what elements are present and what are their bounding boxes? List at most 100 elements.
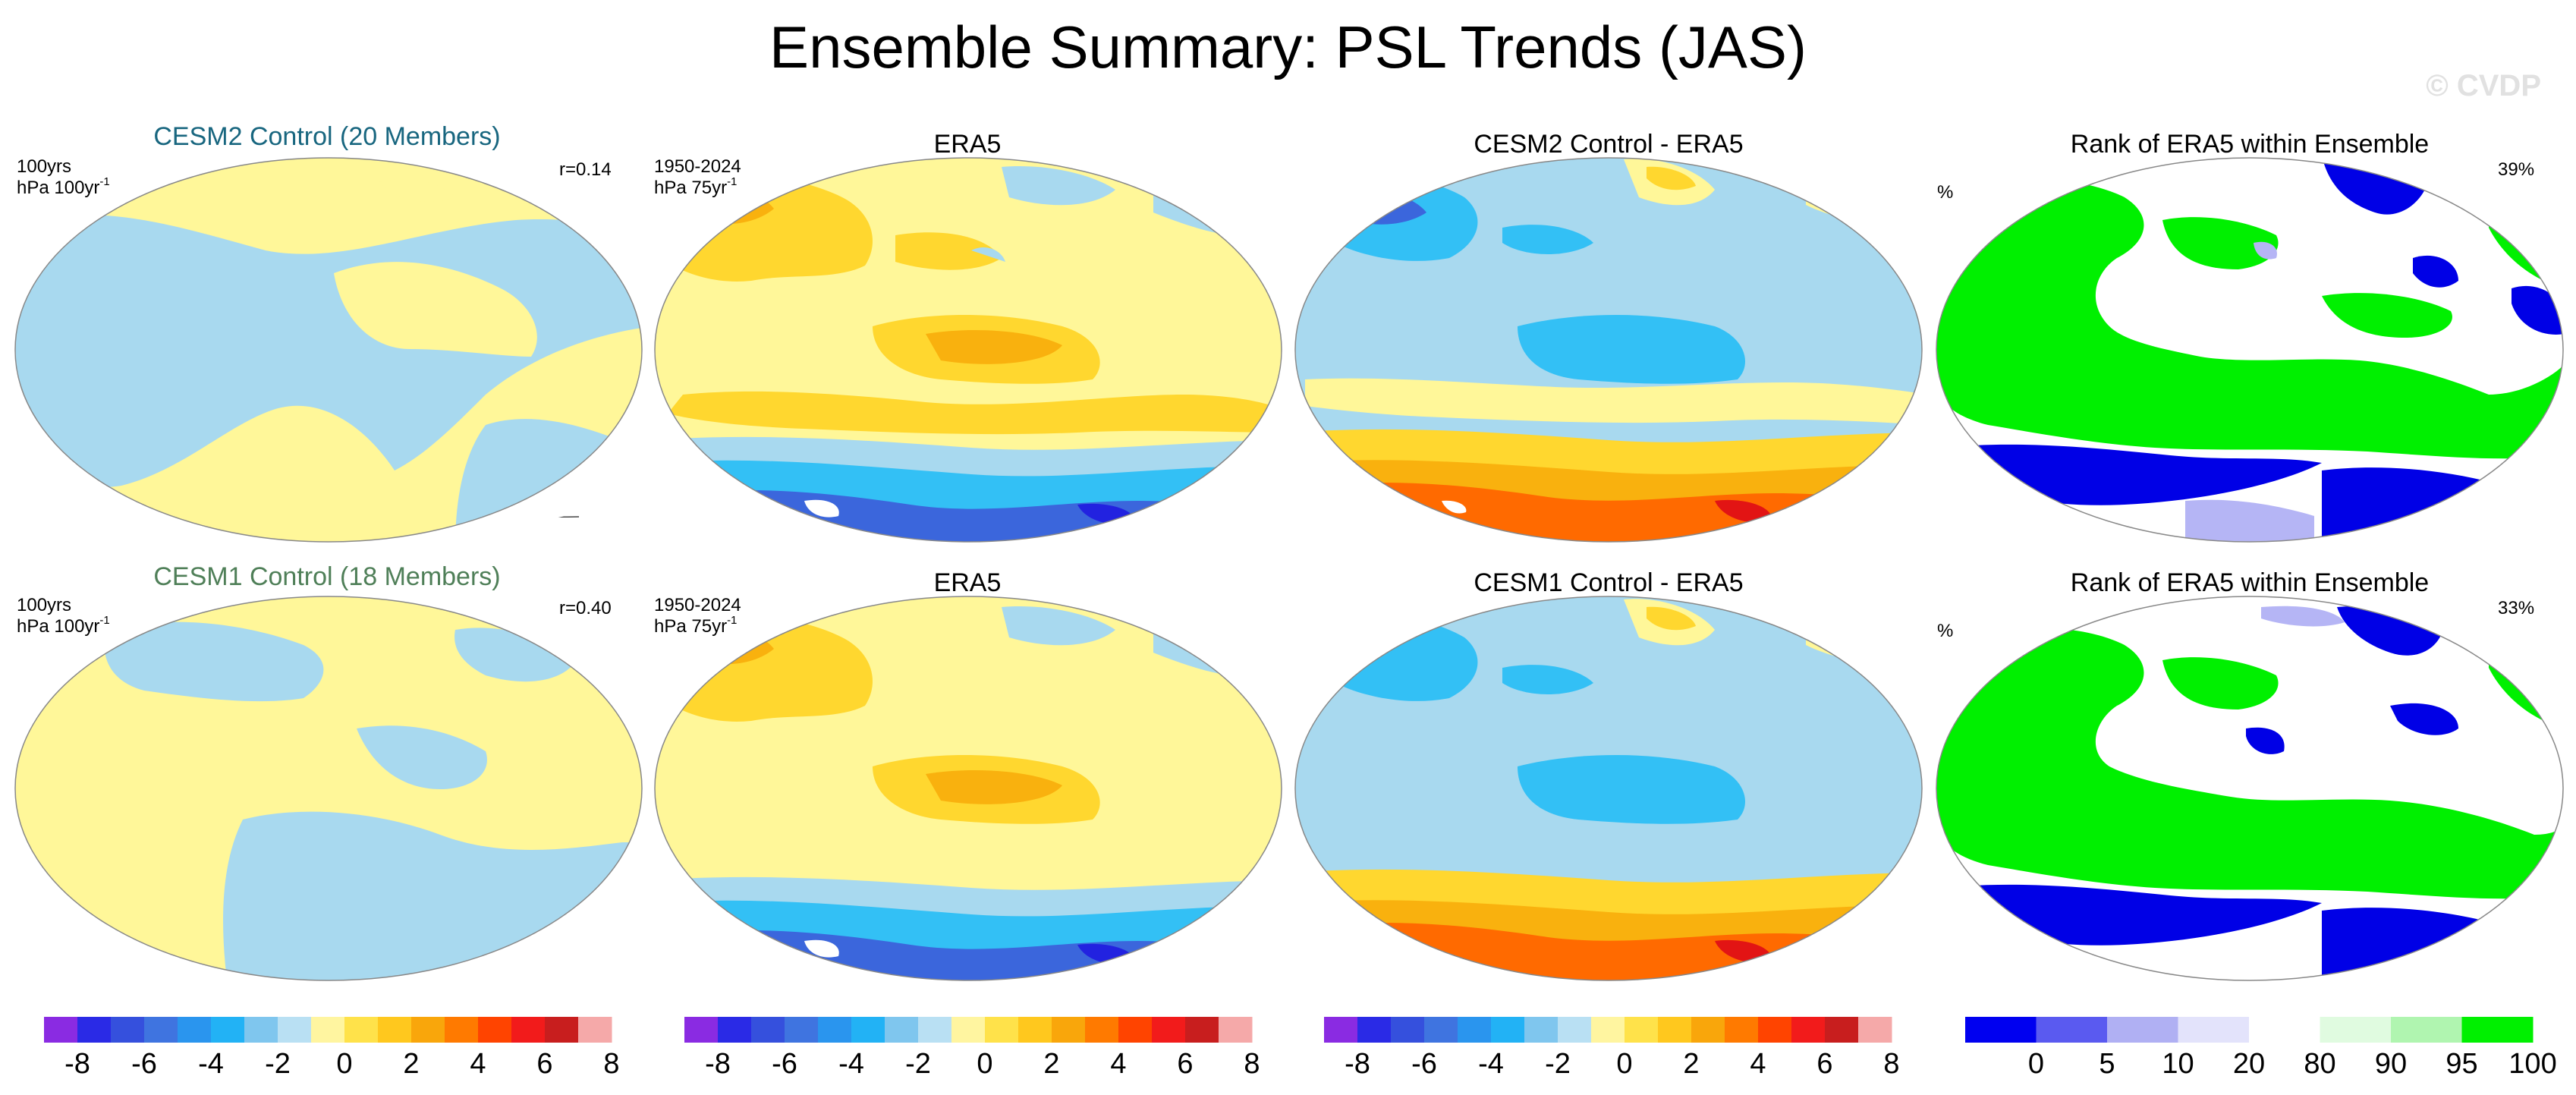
colorbar-swatch: [144, 1017, 178, 1043]
rank-area-percent-row1: 39%: [2498, 159, 2535, 180]
colorbar-swatch: [1558, 1017, 1592, 1043]
colorbar-swatch: [751, 1017, 785, 1043]
colorbar-tick-label: 8: [1244, 1048, 1260, 1080]
model-units-label-row1: hPa 100yr-1: [17, 175, 110, 198]
colorbar-tick-label: 20: [2233, 1048, 2265, 1080]
rank-panel-title-row2: Rank of ERA5 within Ensemble: [2070, 568, 2430, 597]
colorbar-swatch: [885, 1017, 919, 1043]
colorbar-swatch: [278, 1017, 312, 1043]
diff-trend-map-row2: [1294, 596, 1923, 981]
model-years-label-row1: 100yrs: [17, 156, 72, 177]
figure-title: Ensemble Summary: PSL Trends (JAS): [769, 14, 1807, 80]
colorbar-tick-label: -6: [1411, 1048, 1437, 1080]
diff-panel-title-row2: CESM1 Control - ERA5: [1474, 568, 1744, 597]
colorbar-swatch: [818, 1017, 852, 1043]
colorbar-swatch: [178, 1017, 212, 1043]
model-pattern-correlation-row2: r=0.40: [559, 598, 612, 618]
trend-colorbar-1: -8 -6 -4 -2 0 2 4 6 8: [44, 1017, 620, 1080]
rank-area-percent-row2: 33%: [2498, 598, 2535, 618]
colorbar-tick-label: -8: [705, 1048, 731, 1080]
colorbar-swatch: [684, 1017, 719, 1043]
colorbar-swatch: [1658, 1017, 1692, 1043]
colorbar-swatch: [1391, 1017, 1425, 1043]
colorbar-tick-label: -8: [64, 1048, 90, 1080]
model-pattern-correlation-row1: r=0.14: [559, 159, 612, 180]
colorbar-swatch: [511, 1017, 546, 1043]
model-years-label-row2: 100yrs: [17, 595, 72, 615]
colorbar-swatch: [1052, 1017, 1086, 1043]
colorbar-tick-label: 90: [2375, 1048, 2407, 1080]
colorbar-tick-label: -6: [772, 1048, 797, 1080]
model-panel-title-row1: CESM2 Control (20 Members): [153, 122, 501, 151]
colorbar-tick-label: 0: [1616, 1048, 1632, 1080]
colorbar-tick-label: 2: [1043, 1048, 1059, 1080]
colorbar-tick-label: -2: [1545, 1048, 1571, 1080]
colorbar-tick-label: 6: [1816, 1048, 1832, 1080]
colorbar-swatch: [2320, 1017, 2392, 1043]
colorbar-swatch: [578, 1017, 612, 1043]
colorbar-tick-label: -8: [1345, 1048, 1370, 1080]
colorbar-tick-label: 4: [470, 1048, 486, 1080]
rank-colorbar: 0 5 10 20 80 90 95 100: [1965, 1017, 2557, 1080]
colorbar-swatch: [344, 1017, 379, 1043]
colorbar-swatch: [1118, 1017, 1153, 1043]
colorbar-swatch: [1357, 1017, 1392, 1043]
colorbar-swatch: [311, 1017, 345, 1043]
colorbar-swatch: [111, 1017, 145, 1043]
colorbar-tick-label: -4: [838, 1048, 864, 1080]
model-panel-title-row2: CESM1 Control (18 Members): [153, 562, 501, 591]
colorbar-swatch: [1524, 1017, 1558, 1043]
colorbar-swatch: [1324, 1017, 1358, 1043]
colorbar-tick-label: 8: [603, 1048, 619, 1080]
rank-percent-label-row2: %: [1937, 621, 1954, 641]
obs-period-label-row1: 1950-2024: [654, 156, 741, 177]
colorbar-swatch: [2036, 1017, 2108, 1043]
colorbar-tick-label: -2: [905, 1048, 931, 1080]
colorbar-swatch: [1758, 1017, 1792, 1043]
colorbar-swatch: [2249, 1017, 2320, 1043]
colorbar-swatch: [1791, 1017, 1826, 1043]
colorbar-swatch: [1018, 1017, 1052, 1043]
diff-panel-title-row1: CESM2 Control - ERA5: [1474, 130, 1744, 159]
colorbars: -8 -6 -4 -2 0 2 4 6 8 -8 -6 -4 -2 0 2 4 6 8 -8 -6 -4 -2 0 2 4 6 8 0…: [44, 1017, 2557, 1080]
colorbar-tick-label: -4: [1478, 1048, 1504, 1080]
colorbar-tick-label: 10: [2162, 1048, 2194, 1080]
colorbar-swatch: [1725, 1017, 1759, 1043]
colorbar-swatch: [1691, 1017, 1725, 1043]
colorbar-tick-label: 5: [2099, 1048, 2115, 1080]
colorbar-tick-label: 2: [1683, 1048, 1699, 1080]
colorbar-swatch: [718, 1017, 752, 1043]
colorbar-swatch: [1491, 1017, 1525, 1043]
colorbar-tick-label: 8: [1883, 1048, 1899, 1080]
model-units-label-row2: hPa 100yr-1: [17, 614, 110, 637]
colorbar-swatch: [951, 1017, 986, 1043]
colorbar-swatch: [1185, 1017, 1219, 1043]
obs-panel-title-row2: ERA5: [933, 568, 1002, 597]
colorbar-tick-label: -2: [265, 1048, 291, 1080]
colorbar-tick-label: 6: [536, 1048, 552, 1080]
colorbar-swatch: [1219, 1017, 1253, 1043]
colorbar-swatch: [1625, 1017, 1659, 1043]
rank-panel-title-row1: Rank of ERA5 within Ensemble: [2070, 130, 2430, 159]
obs-panel-title-row1: ERA5: [933, 130, 1002, 159]
colorbar-tick-label: 0: [977, 1048, 992, 1080]
obs-units-label-row2: hPa 75yr-1: [654, 614, 738, 637]
obs-units-label-row1: hPa 75yr-1: [654, 175, 738, 198]
colorbar-swatch: [785, 1017, 819, 1043]
colorbar-tick-label: 100: [2508, 1048, 2556, 1080]
colorbar-swatch: [2107, 1017, 2178, 1043]
colorbar-swatch: [44, 1017, 78, 1043]
colorbar-swatch: [211, 1017, 245, 1043]
colorbar-swatch: [545, 1017, 579, 1043]
colorbar-tick-label: 4: [1110, 1048, 1126, 1080]
trend-colorbar-3: -8 -6 -4 -2 0 2 4 6 8: [1324, 1017, 1900, 1080]
colorbar-tick-label: 95: [2445, 1048, 2477, 1080]
trend-colorbar-2: -8 -6 -4 -2 0 2 4 6 8: [684, 1017, 1260, 1080]
colorbar-swatch: [2391, 1017, 2462, 1043]
rank-map-row1: [1936, 157, 2564, 543]
colorbar-tick-label: 0: [336, 1048, 352, 1080]
colorbar-swatch: [77, 1017, 112, 1043]
colorbar-swatch: [378, 1017, 412, 1043]
colorbar-tick-label: 6: [1177, 1048, 1193, 1080]
